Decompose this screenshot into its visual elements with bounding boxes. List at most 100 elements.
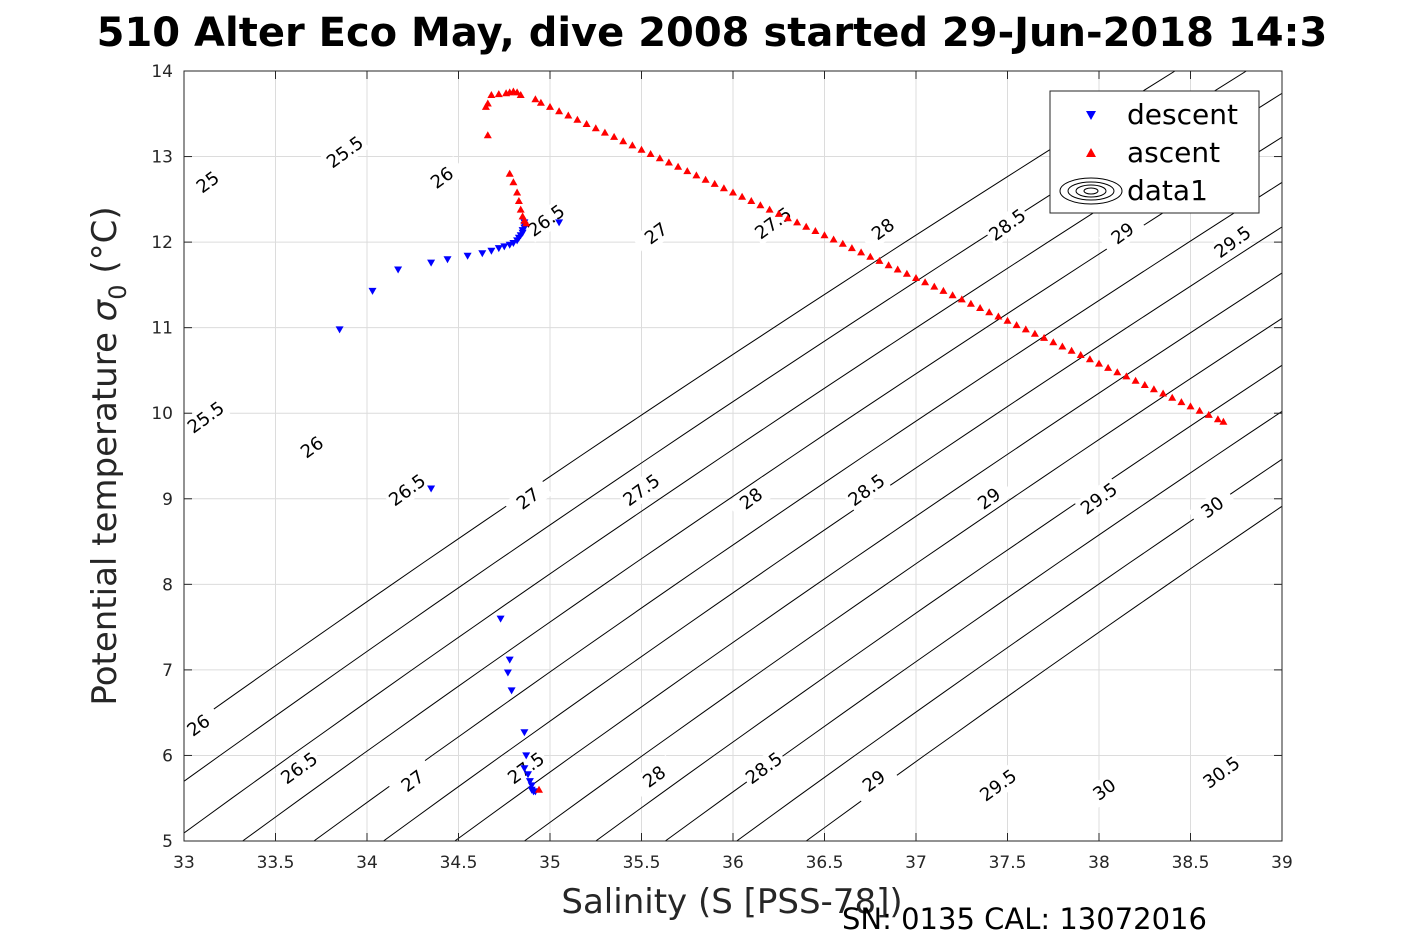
ascent-point-33 — [655, 154, 664, 162]
ascent-point-58 — [884, 261, 893, 269]
ascent-point-83 — [1113, 368, 1122, 376]
ascent-point-47 — [783, 214, 792, 222]
ascent-point-29 — [619, 137, 628, 145]
y-axis-label-subscript: 0 — [104, 284, 132, 299]
ascent-point-71 — [1003, 316, 1012, 324]
contour-label-bg-4-0 — [388, 759, 438, 803]
ascent-point-53 — [838, 239, 847, 247]
y-tick-label-0: 5 — [162, 832, 173, 852]
descent-point-11 — [509, 240, 518, 247]
contour-label-bg-8-2 — [1098, 211, 1148, 256]
x-tick-label-12: 39 — [1271, 853, 1293, 873]
y-tick-label-9: 14 — [151, 62, 173, 82]
ascent-point-64 — [939, 286, 948, 294]
contour-label-bg-11-0 — [1197, 750, 1246, 795]
ascent-point-39 — [710, 179, 719, 187]
contour-label-bg-7-0 — [739, 746, 789, 791]
ascent-point-72 — [1012, 321, 1021, 329]
ascent-point-91 — [1186, 402, 1195, 410]
descent-point-28 — [520, 765, 529, 773]
ascent-point-42 — [738, 192, 747, 200]
y-tick-label-3: 8 — [162, 575, 173, 595]
y-tick-label-2: 7 — [162, 661, 173, 681]
ascent-point-30 — [628, 141, 637, 149]
ascent-point-48 — [793, 218, 802, 226]
x-tick-label-3: 34.5 — [440, 853, 478, 873]
x-tick-label-0: 33 — [173, 853, 195, 873]
contour-label-bg-6-1 — [727, 476, 776, 521]
x-axis-label: Salinity (S [PSS-78]) — [561, 882, 902, 922]
descent-point-20 — [555, 219, 564, 227]
x-tick-label-5: 35.5 — [623, 853, 661, 873]
ascent-point-85 — [1131, 376, 1140, 384]
y-axis-label: Potential temperature σ0 (°C) — [85, 206, 132, 705]
contour-label-bg-1-1 — [320, 130, 370, 175]
ascent-point-84 — [1122, 372, 1131, 380]
ascent-point-12 — [513, 188, 522, 196]
ascent-point-92 — [1195, 406, 1204, 414]
ascent-point-34 — [664, 158, 673, 166]
descent-point-1 — [368, 287, 377, 295]
ascent-point-76 — [1049, 338, 1058, 346]
ascent-point-43 — [747, 197, 756, 204]
ascent-point-26 — [591, 124, 600, 132]
legend-ascent-marker — [1086, 148, 1096, 157]
descent-point-3 — [427, 259, 436, 267]
descent-point-22 — [496, 615, 505, 623]
ascent-point-70 — [994, 312, 1003, 320]
ascent-point-27 — [600, 128, 609, 136]
contour-line-30-5 — [805, 505, 1282, 841]
contour-label-bg-2-1 — [287, 425, 337, 470]
ascent-point-1 — [483, 99, 492, 107]
contour-label-bg-8-0 — [849, 759, 899, 803]
ascent-point-7 — [513, 88, 522, 96]
x-tick-label-9: 37.5 — [989, 853, 1027, 873]
ascent-point-73 — [1021, 325, 1030, 333]
ascent-point-35 — [674, 162, 683, 170]
descent-point-27 — [522, 752, 531, 760]
ascent-point-74 — [1030, 329, 1039, 337]
descent-point-2 — [394, 266, 403, 274]
ascent-point-65 — [948, 291, 957, 299]
serial-calibration-footer: SN: 0135 CAL: 13072016 — [842, 902, 1207, 936]
legend-contour-icon — [1059, 177, 1123, 205]
contour-label-bg-9-2 — [1208, 220, 1257, 264]
ascent-point-20 — [536, 98, 545, 106]
ascent-point-19 — [531, 95, 540, 103]
ascent-point-52 — [829, 235, 838, 243]
ascent-point-9 — [483, 131, 492, 139]
contour-line-27-5 — [383, 226, 1282, 841]
ascent-point-82 — [1104, 363, 1113, 371]
ascent-point-61 — [912, 274, 920, 281]
x-tick-label-4: 35 — [539, 853, 561, 873]
contour-label-bg-8-1 — [964, 476, 1014, 521]
ascent-point-40 — [719, 184, 728, 192]
ascent-point-54 — [847, 244, 856, 252]
ascent-point-81 — [1095, 359, 1103, 367]
contour-label-bg-2-2 — [417, 156, 467, 200]
ascent-point-2 — [487, 91, 496, 98]
ascent-point-24 — [573, 115, 582, 123]
contour-label-bg-10-0 — [1080, 767, 1129, 812]
ascent-point-10 — [505, 169, 514, 177]
ascent-point-18 — [535, 785, 543, 793]
descent-point-31 — [527, 782, 536, 790]
data-points — [335, 87, 1228, 796]
descent-point-23 — [505, 656, 514, 664]
ascent-point-60 — [902, 269, 911, 277]
y-tick-label-4: 9 — [162, 490, 173, 510]
ascent-point-56 — [866, 252, 875, 260]
descent-point-29 — [524, 771, 532, 779]
x-tick-label-7: 36.5 — [806, 853, 844, 873]
contour-label-bg-3-0 — [275, 746, 324, 791]
ascent-point-77 — [1058, 342, 1067, 350]
descent-point-0 — [335, 326, 344, 334]
contour-line-29 — [595, 364, 1282, 841]
contour-label-bg-5-1 — [617, 468, 666, 513]
ascent-point-17 — [522, 219, 531, 227]
ascent-point-22 — [555, 107, 564, 115]
descent-point-25 — [507, 687, 516, 695]
x-tick-label-10: 38 — [1088, 853, 1110, 873]
ascent-point-13 — [514, 197, 523, 204]
